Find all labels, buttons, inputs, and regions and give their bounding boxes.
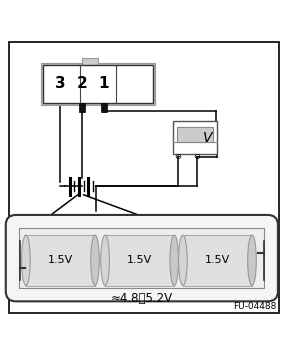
Text: 3: 3 bbox=[55, 76, 66, 91]
Ellipse shape bbox=[101, 235, 109, 285]
Text: $\oplus$: $\oplus$ bbox=[174, 152, 182, 161]
Bar bbox=[43, 65, 153, 103]
Ellipse shape bbox=[91, 235, 99, 285]
Text: FU-04488: FU-04488 bbox=[233, 301, 276, 311]
Bar bbox=[79, 103, 85, 112]
Text: $\ominus$: $\ominus$ bbox=[193, 152, 201, 161]
Bar bbox=[101, 103, 107, 112]
Bar bbox=[177, 127, 213, 142]
Ellipse shape bbox=[179, 235, 187, 285]
Text: 1: 1 bbox=[98, 76, 109, 91]
Bar bbox=[173, 121, 217, 154]
Ellipse shape bbox=[170, 235, 179, 285]
Bar bbox=[183, 235, 252, 285]
Text: ≈4.8～5.2V: ≈4.8～5.2V bbox=[111, 292, 173, 305]
Text: 1.5V: 1.5V bbox=[205, 255, 230, 265]
Bar bbox=[26, 235, 95, 285]
Text: V: V bbox=[203, 131, 212, 145]
Bar bbox=[19, 229, 264, 288]
Bar bbox=[105, 235, 174, 285]
Bar bbox=[82, 58, 98, 65]
Text: 1.5V: 1.5V bbox=[48, 255, 73, 265]
Text: 2: 2 bbox=[77, 76, 88, 91]
Ellipse shape bbox=[248, 235, 256, 285]
Bar bbox=[41, 63, 155, 105]
Ellipse shape bbox=[22, 235, 30, 285]
Text: 1.5V: 1.5V bbox=[127, 255, 152, 265]
FancyBboxPatch shape bbox=[6, 215, 278, 301]
